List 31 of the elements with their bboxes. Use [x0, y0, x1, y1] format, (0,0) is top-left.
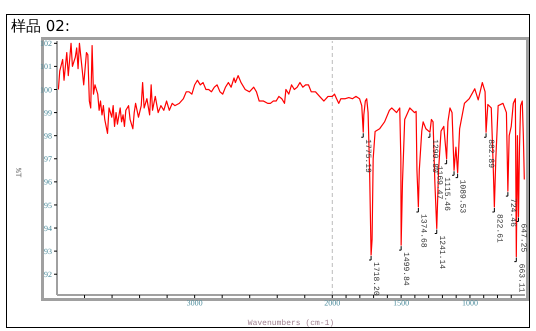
x-tick-label: 3000 [186, 298, 203, 308]
annotation: 663.11 [516, 264, 526, 293]
chart-title: 样品 02: [11, 17, 70, 36]
y-tick-label: 101 [40, 62, 52, 72]
annotation: 1241.14 [436, 236, 446, 270]
annotation: 1290.80 [430, 139, 439, 174]
annotation: 1718.20 [371, 262, 380, 296]
x-axis-title: Wavenumbers (cm-1) [248, 319, 334, 328]
annotation: 1374.68 [418, 214, 428, 248]
annotation: 1089.53 [458, 180, 467, 214]
annotation: 822.61 [494, 214, 504, 244]
y-tick-label: 99 [44, 108, 52, 118]
x-tick-label: 1500 [393, 298, 410, 308]
x-tick-label: 1000 [462, 298, 478, 308]
annotation: 1499.84 [401, 252, 410, 286]
y-tick-label: 98 [44, 132, 52, 141]
y-tick-label: 100 [40, 85, 52, 94]
y-tick-label: 94 [44, 224, 52, 233]
y-tick-label: 95 [44, 200, 52, 210]
y-tick-label: 97 [44, 154, 52, 164]
annotation: 647.25 [518, 223, 528, 252]
x-tick-label: 2000 [324, 298, 340, 308]
y-axis-title: %T [13, 168, 22, 178]
y-tick-label: 96 [44, 178, 52, 187]
annotation: 1775.19 [363, 139, 372, 174]
y-tick-label: 92 [44, 270, 52, 280]
annotation: 882.89 [486, 139, 496, 168]
annotation: 724.46 [508, 198, 517, 228]
y-tick-label: 102 [40, 39, 52, 48]
y-tick-label: 93 [44, 246, 52, 256]
annotation: 1115.46 [442, 177, 452, 212]
